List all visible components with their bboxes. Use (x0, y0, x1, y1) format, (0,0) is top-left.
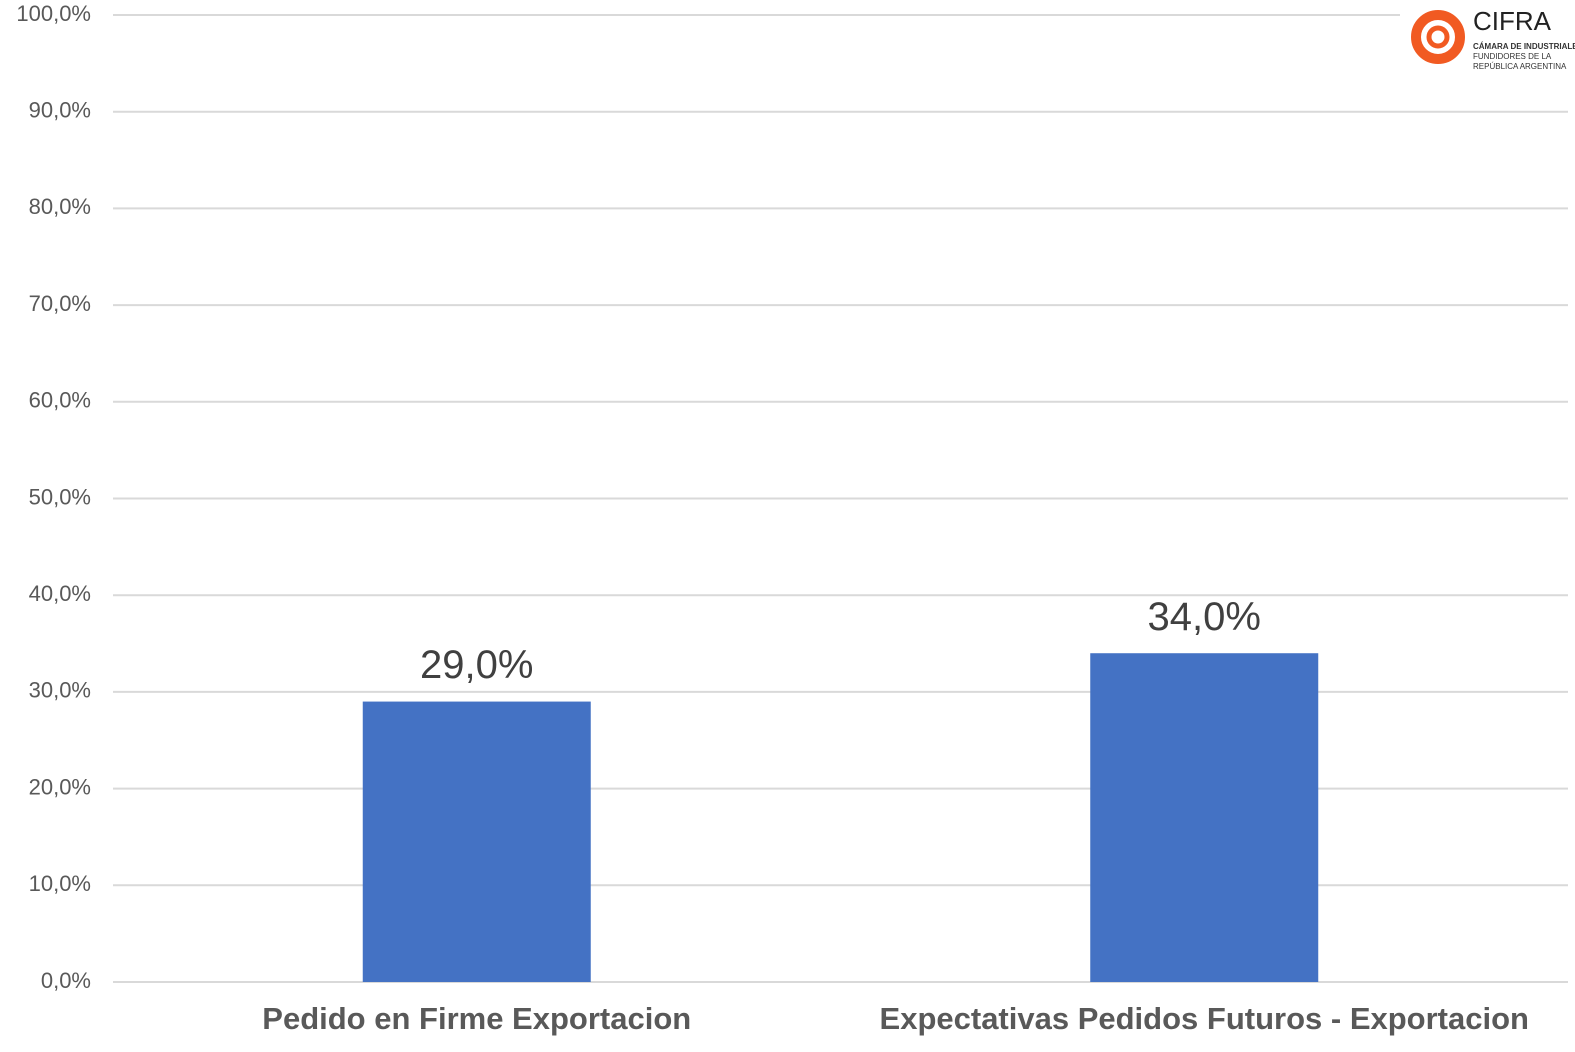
y-tick-label: 40,0% (29, 581, 91, 606)
y-tick-label: 100,0% (16, 1, 91, 26)
bar (1090, 653, 1319, 982)
logo-icon-inner (1426, 25, 1450, 49)
y-tick-label: 90,0% (29, 98, 91, 123)
y-tick-label: 60,0% (29, 388, 91, 413)
y-tick-label: 30,0% (29, 678, 91, 703)
bar (362, 701, 591, 982)
y-tick-label: 70,0% (29, 291, 91, 316)
x-tick-label: Expectativas Pedidos Futuros - Exportaci… (880, 1001, 1529, 1036)
value-label: 34,0% (1148, 595, 1261, 639)
y-tick-label: 10,0% (29, 871, 91, 896)
y-tick-label: 0,0% (41, 968, 91, 993)
logo-line: REPÚBLICA ARGENTINA (1473, 62, 1567, 71)
bars: Pedido en Firme Exportacion 29,0% Expectat… (262, 595, 1529, 1036)
logo-name: CIFRA (1473, 6, 1552, 36)
logo: CIFRA CÁMARA DE INDUSTRIALE FUNDIDORES D… (1400, 0, 1575, 80)
y-tick-label: 80,0% (29, 194, 91, 219)
logo-line: CÁMARA DE INDUSTRIALE (1473, 42, 1575, 51)
value-label: 29,0% (420, 643, 533, 687)
y-tick-label: 20,0% (29, 774, 91, 799)
logo-line: FUNDIDORES DE LA (1473, 52, 1552, 61)
y-tick-label: 50,0% (29, 484, 91, 509)
logo-icon (1411, 10, 1465, 64)
grid: 0,0% 10,0% 20,0% 30,0% 40,0% 50,0% 60,0% 70,0% 8… (16, 1, 1568, 993)
x-tick-label: Pedido en Firme Exportacion (262, 1001, 691, 1036)
